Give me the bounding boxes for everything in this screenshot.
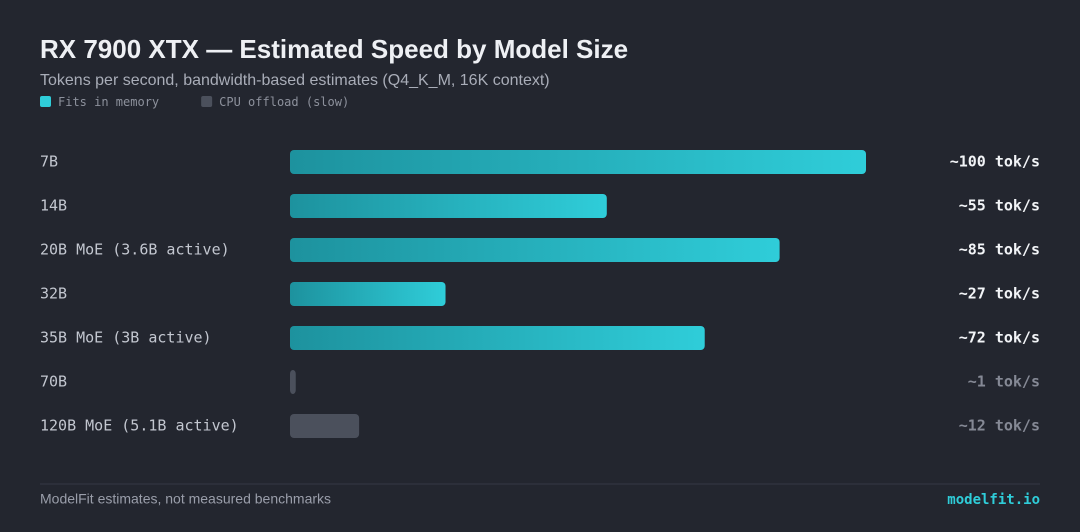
bar [290,194,607,218]
category-label: 14B [40,197,67,215]
bar [290,370,296,394]
value-label: ~27 tok/s [959,285,1040,303]
value-label: ~72 tok/s [959,329,1040,347]
category-label: 32B [40,285,67,303]
value-label: ~85 tok/s [959,241,1040,259]
bar [290,326,705,350]
bar [290,150,866,174]
category-label: 20B MoE (3.6B active) [40,241,230,259]
chart-subtitle: Tokens per second, bandwidth-based estim… [40,72,550,89]
brand: modelfit.io [947,492,1040,508]
value-label: ~12 tok/s [959,417,1040,435]
legend-label: CPU offload (slow) [219,95,349,109]
value-label: ~55 tok/s [959,197,1040,215]
category-label: 120B MoE (5.1B active) [40,417,239,435]
value-label: ~100 tok/s [950,153,1040,171]
category-label: 7B [40,153,58,171]
footer-note: ModelFit estimates, not measured benchma… [40,491,331,507]
category-label: 35B MoE (3B active) [40,329,212,347]
chart-title: RX 7900 XTX — Estimated Speed by Model S… [40,34,628,64]
value-label: ~1 tok/s [968,373,1040,391]
legend-swatch [40,96,51,107]
category-label: 70B [40,373,67,391]
bar [290,414,360,438]
legend-swatch [201,96,213,107]
bar [290,282,446,306]
bar [290,238,780,262]
legend-label: Fits in memory [58,95,159,109]
